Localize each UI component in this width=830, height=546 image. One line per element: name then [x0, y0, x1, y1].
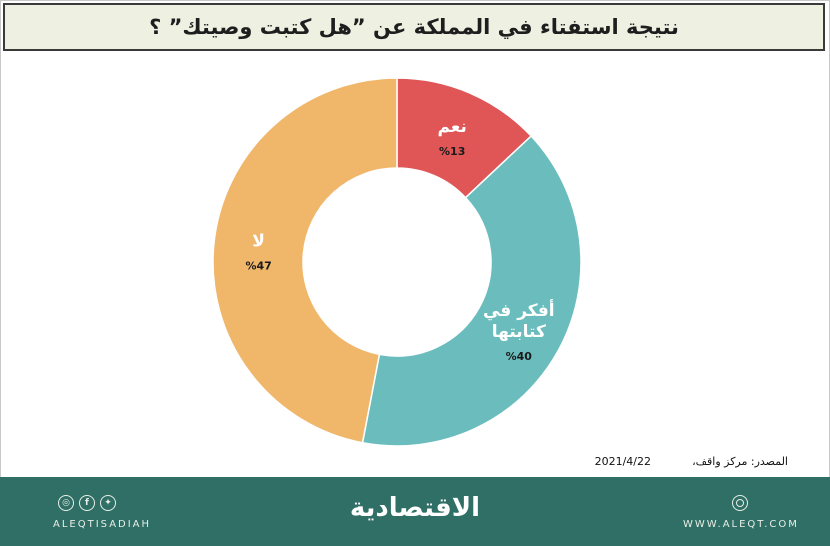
website-link[interactable]: WWW.ALEQT.COM [683, 519, 799, 530]
donut-slice-1 [361, 134, 582, 447]
slice-value-0: %13 [439, 145, 465, 158]
slice-label-2: لا [252, 231, 265, 251]
chart-title: نتيجة استفتاء في المملكة عن ”هل كتبت وصي… [149, 15, 679, 39]
facebook-icon[interactable]: f [79, 495, 95, 511]
slice-value-2: %47 [245, 259, 271, 272]
slice-label-1-line-1: كتابتها [492, 322, 546, 342]
footer-bar: ◎ f ✦ ALEQTISADIAH الاقتصادية WWW.ALEQT.… [0, 477, 830, 546]
slice-value-1: %40 [506, 350, 533, 363]
globe-icon[interactable] [732, 495, 748, 511]
social-handle[interactable]: ALEQTISADIAH [53, 519, 152, 530]
source-date: 2021/4/22 [594, 455, 651, 468]
slice-label-1-line-0: أفكر في [483, 299, 555, 321]
source-label: المصدر: مركز واقف، [692, 455, 788, 468]
slice-label-0: نعم [438, 117, 467, 137]
twitter-icon[interactable]: ✦ [100, 495, 116, 511]
instagram-icon[interactable]: ◎ [58, 495, 74, 511]
title-bar: نتيجة استفتاء في المملكة عن ”هل كتبت وصي… [3, 3, 825, 51]
brand-logo: الاقتصادية [349, 493, 481, 523]
social-links: ◎ f ✦ [58, 495, 116, 511]
source-note: المصدر: مركز واقف، 2021/4/22 [595, 455, 788, 469]
donut-slice-2 [212, 77, 398, 444]
